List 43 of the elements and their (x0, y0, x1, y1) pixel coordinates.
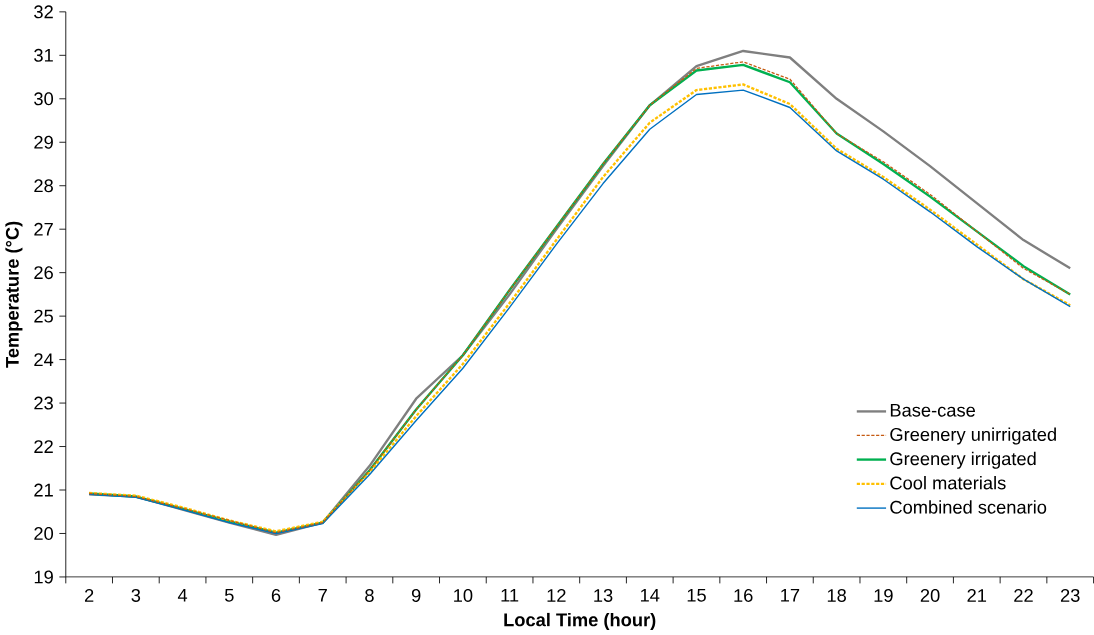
x-tick-label: 14 (640, 588, 660, 602)
y-tick-label: 20 (34, 526, 54, 540)
y-tick-label: 24 (34, 353, 54, 366)
x-axis-title: Local Time (hour) (504, 612, 656, 630)
x-tick-label: 18 (827, 588, 846, 602)
x-tick-label: 8 (365, 588, 374, 602)
y-tick-label: 26 (34, 266, 53, 279)
y-tick-label: 25 (34, 309, 53, 323)
legend-label: Combined scenario (890, 500, 1047, 514)
x-tick-label: 16 (734, 588, 753, 602)
y-tick-label: 32 (34, 5, 53, 19)
x-tick-label: 11 (501, 588, 519, 602)
legend-label: Base-case (890, 403, 975, 417)
y-tick-label: 19 (34, 570, 53, 584)
x-tick-label: 2 (84, 588, 94, 602)
x-tick-label: 21 (967, 588, 987, 602)
legend-label: Greenery unirrigated (890, 427, 1056, 445)
x-tick-label: 12 (547, 588, 566, 602)
x-tick-label: 9 (411, 588, 421, 602)
x-tick-label: 10 (454, 588, 473, 602)
y-tick-label: 29 (34, 135, 53, 149)
x-tick-label: 3 (131, 588, 141, 602)
legend-label: Cool materials (890, 475, 1006, 490)
y-tick-label: 22 (34, 439, 53, 453)
x-tick-label: 22 (1014, 588, 1033, 602)
y-tick-label: 28 (34, 179, 53, 193)
x-tick-label: 23 (1060, 588, 1080, 602)
x-tick-label: 6 (271, 588, 281, 602)
y-tick-label: 27 (34, 222, 53, 236)
x-tick-label: 13 (594, 588, 613, 602)
y-axis-title: Temperature (°C) (5, 221, 23, 368)
y-tick-label: 23 (34, 396, 53, 410)
x-tick-label: 5 (224, 588, 234, 602)
x-tick-label: 4 (177, 588, 188, 602)
legend-label: Greenery irrigated (890, 451, 1036, 469)
x-tick-label: 19 (874, 588, 893, 602)
x-tick-label: 20 (920, 588, 940, 602)
y-tick-label: 21 (34, 483, 53, 497)
x-tick-label: 15 (687, 588, 706, 602)
y-tick-label: 31 (34, 48, 53, 62)
x-tick-label: 7 (318, 588, 327, 602)
x-tick-label: 17 (781, 588, 800, 602)
y-tick-label: 30 (34, 92, 54, 106)
